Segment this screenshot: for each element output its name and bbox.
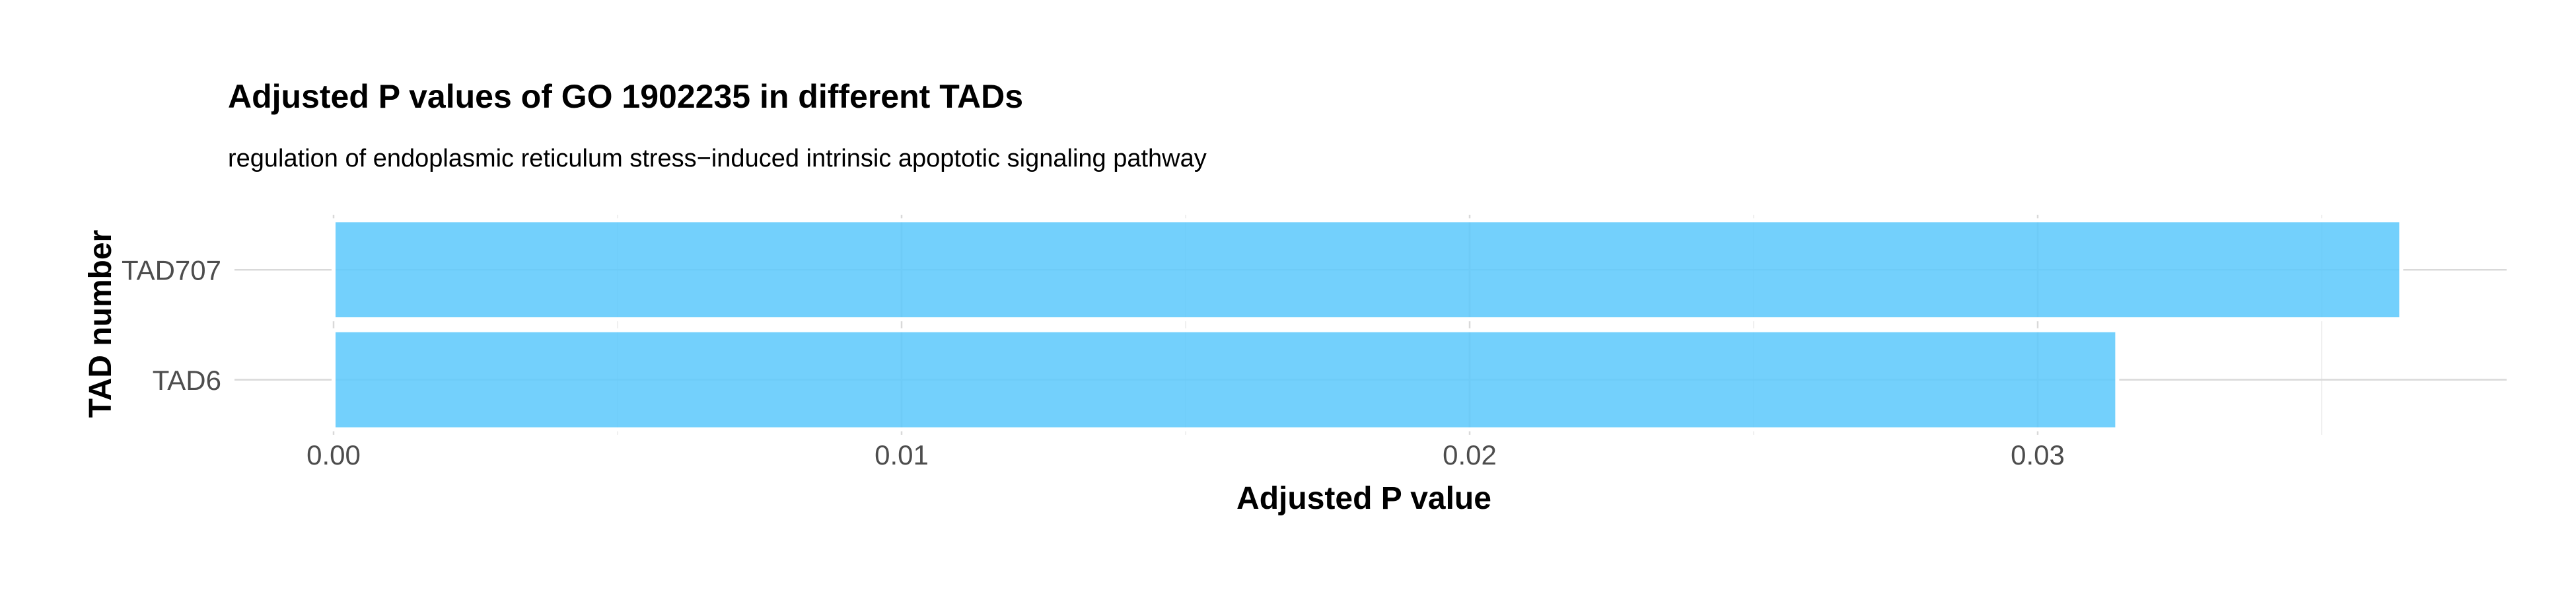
chart-subtitle: regulation of endoplasmic reticulum stre…	[228, 145, 1207, 172]
x-axis-title: Adjusted P value	[1236, 481, 1491, 516]
bar-tad707	[332, 218, 2404, 322]
x-tick-labels: 0.00 0.01 0.02 0.03	[306, 439, 2065, 470]
bars	[332, 218, 2404, 431]
chart-title: Adjusted P values of GO 1902235 in diffe…	[228, 78, 1023, 115]
y-axis-title: TAD number	[83, 230, 118, 418]
x-tick-label: 0.00	[306, 439, 361, 470]
y-tick-label: TAD6	[153, 365, 221, 396]
x-tick-label: 0.03	[2011, 439, 2065, 470]
y-tick-labels: TAD707 TAD6	[122, 254, 221, 396]
x-tick-label: 0.02	[1443, 439, 1497, 470]
y-tick-label: TAD707	[122, 254, 221, 285]
x-tick-label: 0.01	[875, 439, 929, 470]
bar-tad6	[332, 328, 2120, 431]
